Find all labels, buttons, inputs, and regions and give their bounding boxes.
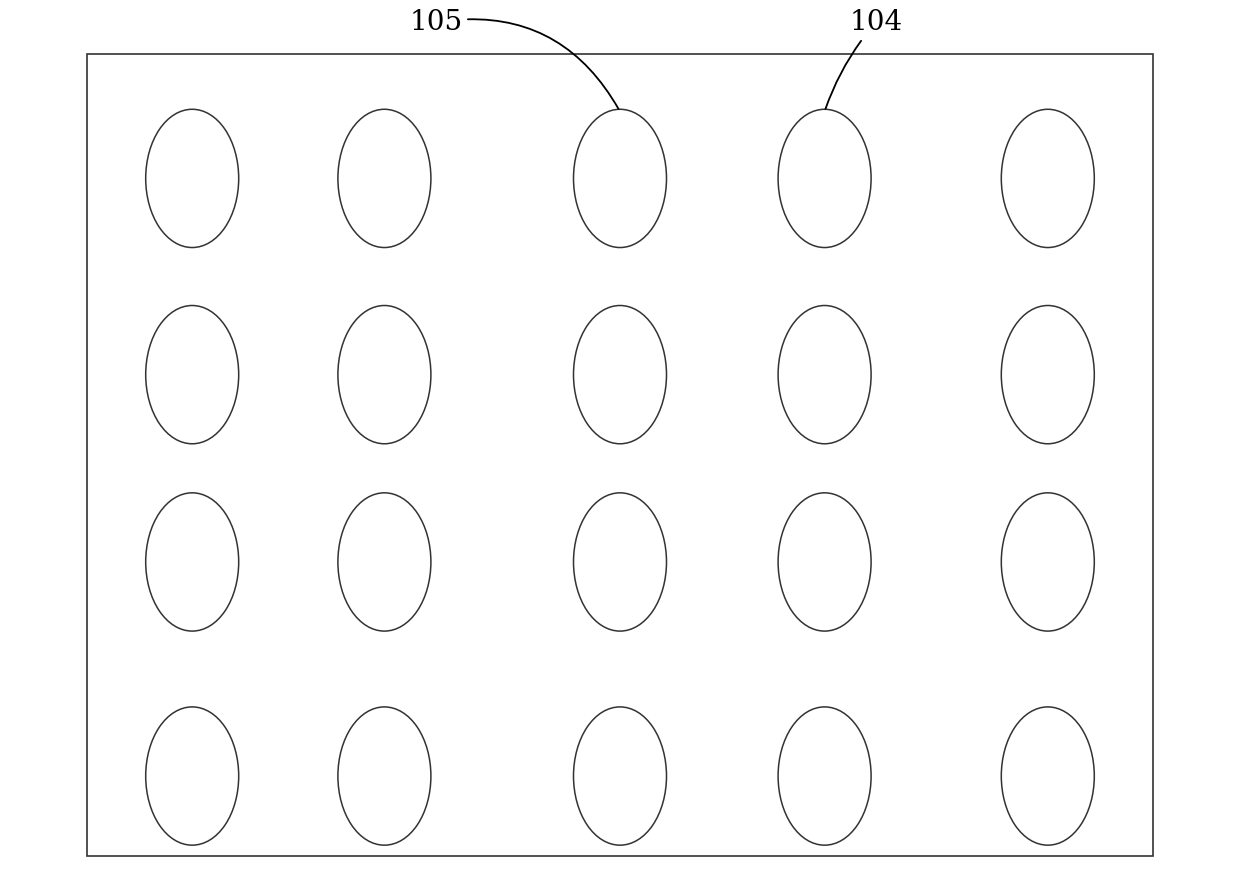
- Bar: [87, 54, 1153, 856]
- Ellipse shape: [779, 492, 870, 632]
- Ellipse shape: [146, 305, 238, 443]
- Ellipse shape: [1002, 109, 1094, 247]
- Ellipse shape: [573, 492, 667, 632]
- Ellipse shape: [337, 109, 432, 247]
- Ellipse shape: [779, 109, 870, 247]
- Ellipse shape: [573, 305, 667, 443]
- Ellipse shape: [779, 706, 870, 846]
- Ellipse shape: [337, 492, 432, 632]
- Ellipse shape: [146, 109, 238, 247]
- Ellipse shape: [1002, 492, 1094, 632]
- Text: 105: 105: [409, 9, 619, 109]
- Ellipse shape: [146, 492, 238, 632]
- Ellipse shape: [779, 305, 870, 443]
- Text: 104: 104: [826, 9, 903, 109]
- Ellipse shape: [337, 305, 432, 443]
- Ellipse shape: [1002, 706, 1094, 846]
- Ellipse shape: [1002, 305, 1094, 443]
- Ellipse shape: [146, 706, 238, 846]
- Ellipse shape: [337, 706, 432, 846]
- Ellipse shape: [573, 706, 667, 846]
- Ellipse shape: [573, 109, 667, 247]
